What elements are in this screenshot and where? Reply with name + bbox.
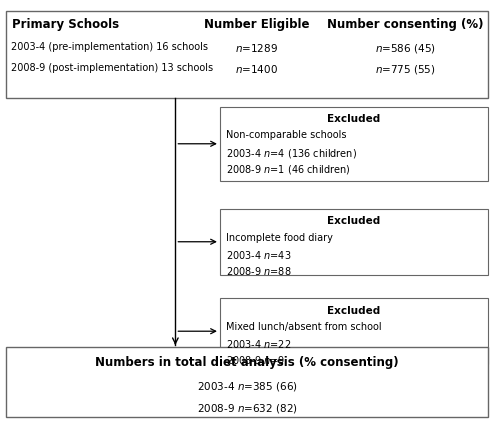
Text: Primary Schools: Primary Schools <box>12 18 119 32</box>
Text: Number Eligible: Number Eligible <box>204 18 310 32</box>
FancyBboxPatch shape <box>6 11 488 98</box>
Text: Incomplete food diary: Incomplete food diary <box>226 233 332 242</box>
FancyBboxPatch shape <box>220 298 488 364</box>
Text: $n$=586 (45): $n$=586 (45) <box>375 42 435 55</box>
Text: 2008-9 $n$=632 (82): 2008-9 $n$=632 (82) <box>197 402 297 415</box>
Text: $n$=1400: $n$=1400 <box>236 63 278 75</box>
Text: 2003-4 (pre-implementation) 16 schools: 2003-4 (pre-implementation) 16 schools <box>11 42 208 52</box>
FancyBboxPatch shape <box>220 106 488 181</box>
Text: Excluded: Excluded <box>328 216 380 226</box>
Text: 2003-4 $n$=43: 2003-4 $n$=43 <box>226 249 291 261</box>
Text: 2008-9 $n$=9: 2008-9 $n$=9 <box>226 354 285 366</box>
Text: Number consenting (%): Number consenting (%) <box>327 18 483 32</box>
Text: Mixed lunch/absent from school: Mixed lunch/absent from school <box>226 322 381 332</box>
Text: Excluded: Excluded <box>328 114 380 124</box>
Text: 2003-4 $n$=385 (66): 2003-4 $n$=385 (66) <box>197 380 297 394</box>
Text: 2003-4 $n$=4 (136 children): 2003-4 $n$=4 (136 children) <box>226 147 357 160</box>
Text: Non-comparable schools: Non-comparable schools <box>226 130 346 140</box>
Text: $n$=1289: $n$=1289 <box>236 42 278 54</box>
Text: 2008-9 $n$=1 (46 children): 2008-9 $n$=1 (46 children) <box>226 163 351 176</box>
FancyBboxPatch shape <box>220 209 488 275</box>
Text: $n$=775 (55): $n$=775 (55) <box>375 63 435 76</box>
Text: Excluded: Excluded <box>328 306 380 316</box>
Text: 2008-9 $n$=88: 2008-9 $n$=88 <box>226 265 291 277</box>
Text: 2003-4 $n$=22: 2003-4 $n$=22 <box>226 338 291 350</box>
Text: Numbers in total diet analysis (% consenting): Numbers in total diet analysis (% consen… <box>95 356 399 369</box>
FancyBboxPatch shape <box>6 347 488 417</box>
Text: 2008-9 (post-implementation) 13 schools: 2008-9 (post-implementation) 13 schools <box>11 63 213 73</box>
